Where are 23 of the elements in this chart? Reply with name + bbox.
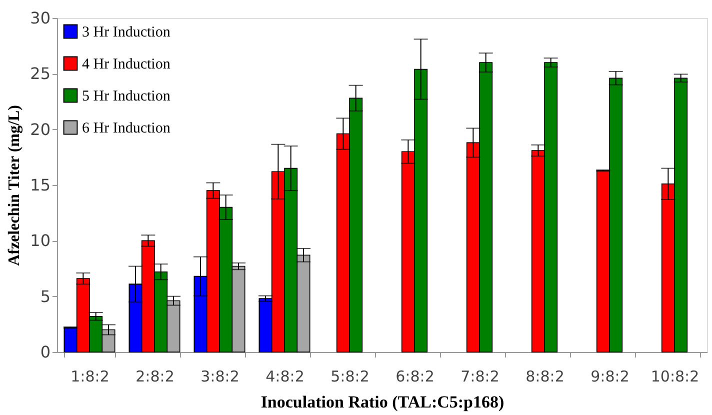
legend-label: 6 Hr Induction xyxy=(82,120,171,136)
y-tick-label: 0 xyxy=(40,342,50,362)
x-tick-label: 8:8:2 xyxy=(526,368,564,386)
x-tick-label: 7:8:2 xyxy=(460,368,500,386)
x-axis-title: Inoculation Ratio (TAL:C5:p168) xyxy=(260,392,504,412)
y-axis-title: Afzelechin Titer (mg/L) xyxy=(6,105,24,266)
y-tick-label: 25 xyxy=(30,64,50,84)
x-tick-label: 2:8:2 xyxy=(136,368,174,386)
x-tick-label: 10:8:2 xyxy=(650,368,700,386)
legend-label: 4 Hr Induction xyxy=(82,56,171,72)
legend-label: 5 Hr Induction xyxy=(82,88,171,104)
x-tick-label: 6:8:2 xyxy=(396,368,434,386)
x-tick-label: 5:8:2 xyxy=(330,368,370,386)
y-tick-label: 30 xyxy=(30,8,50,28)
x-tick-label: 3:8:2 xyxy=(200,368,240,386)
x-tick-label: 9:8:2 xyxy=(590,368,630,386)
y-tick-label: 15 xyxy=(30,176,50,194)
legend-label: 3 Hr Induction xyxy=(82,24,171,40)
y-tick-label: 10 xyxy=(30,231,50,250)
y-tick-label: 20 xyxy=(30,120,50,139)
y-tick-label: 5 xyxy=(40,286,50,306)
x-tick-label: 4:8:2 xyxy=(266,368,304,386)
x-tick-label: 1:8:2 xyxy=(70,368,110,386)
